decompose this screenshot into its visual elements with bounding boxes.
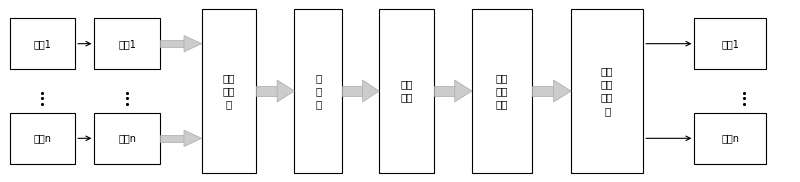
Bar (532, 86, 554, 96)
Bar (379, 9, 434, 173)
Polygon shape (184, 130, 202, 147)
Bar (694, 18, 766, 69)
Bar (94, 113, 160, 164)
Polygon shape (554, 80, 571, 102)
Polygon shape (454, 80, 472, 102)
Bar (10, 18, 75, 69)
Bar (294, 9, 342, 173)
Bar (202, 9, 256, 173)
Bar (472, 9, 532, 173)
Text: 频率n: 频率n (722, 133, 739, 143)
Text: 解调
电路
和计
算: 解调 电路 和计 算 (601, 66, 614, 116)
Bar (160, 135, 184, 142)
Polygon shape (277, 80, 294, 102)
Text: 频率1: 频率1 (118, 39, 136, 49)
Text: 时钟1: 时钟1 (34, 39, 51, 49)
Text: 频率1: 频率1 (722, 39, 739, 49)
Bar (160, 40, 184, 47)
Bar (94, 18, 160, 69)
Bar (571, 9, 643, 173)
Bar (694, 113, 766, 164)
Bar (342, 86, 362, 96)
Polygon shape (184, 35, 202, 52)
Text: 频率
叠加
器: 频率 叠加 器 (222, 73, 235, 109)
Bar (256, 86, 277, 96)
Bar (10, 113, 75, 164)
Text: 多
频
波: 多 频 波 (315, 73, 322, 109)
Polygon shape (362, 80, 379, 102)
Text: 高速
半桥: 高速 半桥 (400, 79, 413, 103)
Text: 功率
发射
电路: 功率 发射 电路 (496, 73, 508, 109)
Text: 时钟n: 时钟n (34, 133, 51, 143)
Bar (434, 86, 454, 96)
Text: 频率n: 频率n (118, 133, 136, 143)
